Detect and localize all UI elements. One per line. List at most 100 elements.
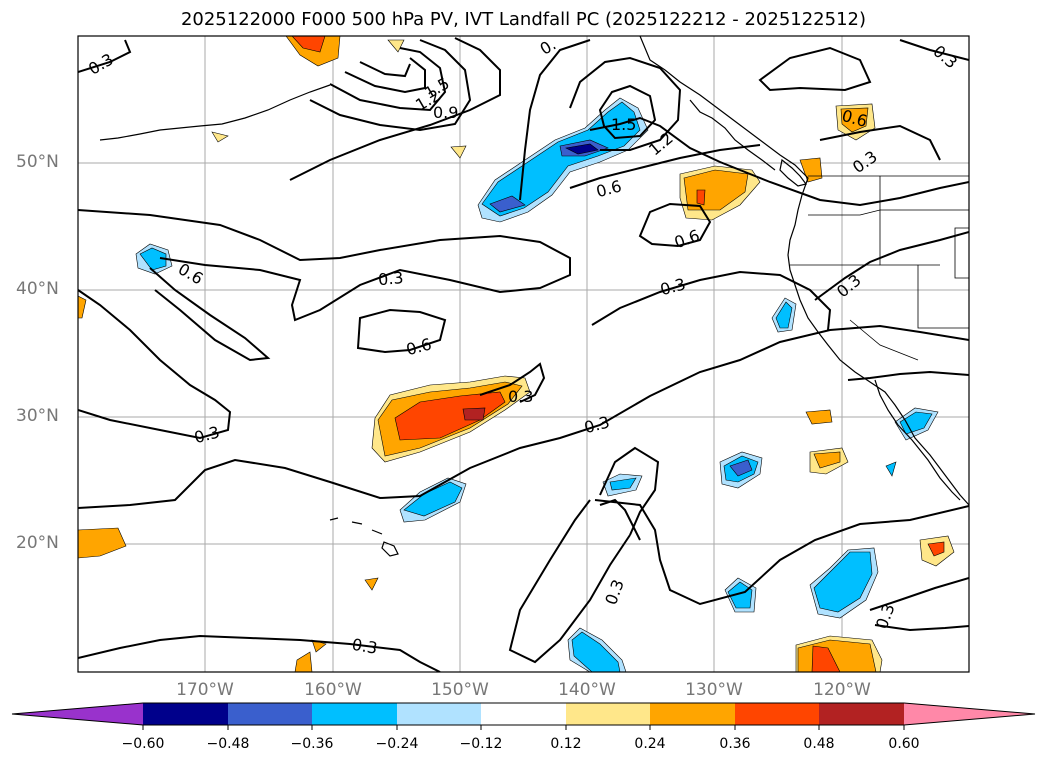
lon-label: 150°W: [431, 680, 489, 700]
contour-line: [847, 370, 969, 381]
contour-line: [599, 498, 641, 541]
contour-line: [899, 39, 969, 61]
ivt-negative-blob: [727, 581, 753, 609]
ivt-positive-blob: [696, 189, 706, 206]
ivt-positive-blob: [799, 157, 823, 183]
ivt-positive-blob: [840, 107, 869, 133]
ivt-negative-blob: [565, 143, 599, 155]
contour-line: [569, 56, 682, 151]
hawaii-islands: [329, 517, 399, 557]
contour-label: 0.6: [672, 226, 702, 253]
map-title: 2025122000 F000 500 hPa PV, IVT Landfall…: [180, 9, 867, 30]
contour-line: [519, 39, 591, 201]
colorbar-segment: [481, 703, 566, 725]
contour-line: [589, 116, 969, 207]
colorbar-tick-label: −0.36: [290, 736, 334, 752]
north-america-coast: [639, 36, 969, 506]
contour-label: 0.3: [658, 274, 688, 299]
colorbar-tick-label: −0.12: [459, 736, 503, 752]
ivt-positive-blob: [78, 527, 127, 559]
ivt-positive-blob: [291, 36, 326, 53]
ivt-positive-blob: [394, 391, 506, 441]
contour-label: 0.3: [377, 268, 404, 289]
colorbar-segment: [566, 703, 650, 725]
contour-label: 0.9: [433, 103, 458, 122]
lat-label: 20°N: [16, 533, 59, 553]
colorbar-segment: [650, 703, 735, 725]
colorbar-tick-label: −0.48: [206, 736, 250, 752]
ivt-negative-blob: [609, 477, 637, 491]
contour-line: [359, 61, 411, 78]
colorbar-segment: [312, 703, 397, 725]
contour-line: [874, 624, 969, 632]
contour-line: [78, 324, 969, 509]
colorbar-tick-label: −0.24: [375, 736, 419, 752]
colorbar-segment: [397, 703, 481, 725]
contour-line: [309, 39, 472, 132]
contour-label: 0.3: [601, 577, 628, 607]
contour-line: [599, 446, 660, 536]
contour-line: [569, 144, 761, 189]
ivt-positive-blob: [211, 131, 229, 143]
ivt-negative-blob: [489, 195, 526, 213]
contour-label: 0.3: [833, 270, 865, 301]
ivt-positive-blob: [294, 651, 313, 672]
ivt-negative-blob: [729, 459, 753, 477]
contour-label: 0.6: [404, 334, 434, 359]
contour-line: [638, 202, 712, 248]
colorbar-extend-left: [12, 703, 143, 725]
colorbar-segment: [228, 703, 312, 725]
colorbar-extend-right: [904, 703, 1035, 725]
contour-label: 0.6: [594, 176, 624, 201]
contour-label: 0.3: [192, 422, 222, 447]
lon-label: 130°W: [685, 680, 743, 700]
contour-line: [78, 289, 232, 440]
contour-line: [814, 231, 969, 301]
ivt-positive-blob: [450, 145, 467, 159]
contour-line: [78, 634, 441, 672]
ivt-negative-blob: [775, 301, 793, 329]
baja-peninsula: [874, 379, 961, 501]
contour-label: 1.2: [645, 128, 677, 159]
colorbar-segment: [819, 703, 904, 725]
coastlines: [99, 36, 969, 557]
contour-line: [289, 37, 501, 181]
colorbar: [11, 702, 1036, 730]
vancouver-island: [779, 158, 808, 187]
colorbar-tick-label: 0.24: [634, 736, 666, 752]
ivt-positive-blob: [462, 407, 486, 421]
contour-line: [758, 46, 872, 92]
lon-label: 160°W: [304, 680, 362, 700]
lon-label: 120°W: [813, 680, 871, 700]
contour-line: [78, 39, 132, 73]
contour-label: 0.3: [85, 49, 117, 78]
contour-label: 0.3: [849, 147, 881, 177]
contour-line: [819, 124, 941, 161]
colorbar-tick-label: 0.36: [719, 736, 751, 752]
ivt-positive-blob: [927, 541, 945, 557]
contour-line: [149, 267, 271, 362]
contour-line: [356, 308, 447, 354]
contour-line: [508, 499, 631, 664]
colorbar-tick-label: −0.60: [121, 736, 165, 752]
contour-label: 0.: [537, 35, 560, 59]
colorbar-segment: [143, 703, 228, 725]
ivt-positive-blob: [364, 577, 379, 591]
contour-line: [869, 577, 969, 611]
map-area: 0.3 1.5 1.2 0.9 0. 1.5 1.2 0.6 0.3 0.6 0…: [78, 35, 969, 672]
lat-label: 40°N: [16, 279, 59, 299]
contour-line: [598, 84, 657, 140]
ivt-positive-blob: [805, 409, 833, 425]
ivt-shading: [78, 36, 955, 672]
colorbar-tick-label: 0.48: [803, 736, 835, 752]
contour-line: [591, 270, 832, 331]
ivt-negative-blob: [139, 247, 167, 271]
lon-label: 170°W: [176, 680, 234, 700]
alaska-panhandle: [689, 99, 776, 171]
ivt-negative-blob: [813, 551, 873, 613]
contour-label: 0.3: [350, 635, 378, 658]
contour-label: 0.3: [929, 41, 961, 72]
contour-label: 0.3: [508, 387, 533, 406]
colorbar-tick-label: 0.60: [888, 736, 920, 752]
ivt-positive-blob: [387, 39, 405, 53]
